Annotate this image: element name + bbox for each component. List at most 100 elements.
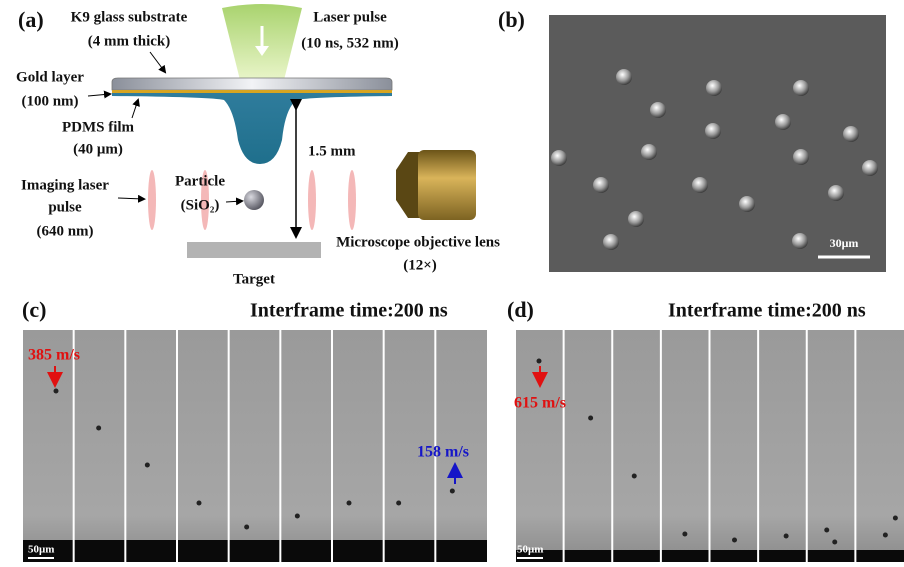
imaging-pulse (308, 170, 316, 230)
microsphere (739, 196, 755, 212)
particle-dot (784, 534, 789, 539)
frame (22, 330, 74, 562)
substrate-thickness: (4 mm thick) (88, 33, 171, 49)
panel-label: (a) (18, 7, 44, 32)
frame (807, 330, 856, 562)
gold-thickness: (100 nm) (21, 93, 78, 109)
panel-label: (c) (22, 297, 46, 322)
frame (855, 330, 904, 562)
particle-dot (537, 359, 542, 364)
laser-name: Laser pulse (313, 9, 387, 25)
microsphere (705, 123, 721, 139)
particle (244, 190, 264, 210)
glass-substrate (112, 78, 392, 90)
particle-dot (54, 389, 59, 394)
particle-dot (450, 489, 455, 494)
particle-dot (632, 474, 637, 479)
microsphere (775, 114, 791, 130)
frame-shadow (710, 550, 759, 562)
frame-shadow (758, 550, 807, 562)
particle-dot (197, 501, 202, 506)
frame (612, 330, 661, 562)
panel-label: (b) (498, 7, 525, 32)
frame (758, 330, 807, 562)
frame-shadow (661, 550, 710, 562)
panel-c: (c) Interframe time:200 ns (22, 297, 487, 562)
frame-shadow (74, 540, 126, 562)
panel-a: (a) K9 glass substrate (4 mm thick) Lase… (16, 4, 500, 287)
objective-magnification: (12×) (403, 257, 437, 273)
frame (564, 330, 613, 562)
microsphere (551, 150, 567, 166)
frame-shadow (384, 540, 436, 562)
gold-layer (112, 90, 392, 93)
objective-lens (396, 150, 476, 220)
frame (332, 330, 384, 562)
scale-bar-label: 50μm (28, 544, 54, 556)
frame (515, 330, 564, 562)
figure: (a) K9 glass substrate (4 mm thick) Lase… (0, 0, 904, 567)
imaging-line2: pulse (48, 199, 82, 215)
particle-dot (883, 533, 888, 538)
frame (661, 330, 710, 562)
frame-shadow (564, 550, 613, 562)
particle-dot (682, 532, 687, 537)
microsphere (862, 160, 878, 176)
microsphere (793, 80, 809, 96)
target-label: Target (233, 271, 275, 287)
frame-shadow (177, 540, 229, 562)
speed-in-label: 385 m/s (28, 347, 80, 364)
frame-shadow (332, 540, 384, 562)
speed-in-label: 615 m/s (514, 395, 566, 412)
target (187, 242, 321, 258)
frame-shadow (125, 540, 177, 562)
microsphere (692, 177, 708, 193)
particle-dot (295, 514, 300, 519)
panel-label: (d) (507, 297, 534, 322)
particle-dot (145, 463, 150, 468)
particle-dot (244, 525, 249, 530)
microsphere (616, 69, 632, 85)
objective-name: Microscope objective lens (336, 234, 500, 250)
microsphere (793, 149, 809, 165)
frame (125, 330, 177, 562)
particle-name: Particle (175, 173, 225, 189)
imaging-pulse (148, 170, 156, 230)
imaging-spec: (640 nm) (36, 223, 93, 239)
speed-out-label: 158 m/s (417, 444, 469, 461)
microsphere (593, 177, 609, 193)
microsphere (641, 144, 657, 160)
panel-b: (b) 30μm (498, 7, 886, 272)
microsphere (706, 80, 722, 96)
gap-label: 1.5 mm (308, 143, 356, 159)
particle-dot (396, 501, 401, 506)
imaging-line1: Imaging laser (21, 177, 109, 193)
particle-dot (96, 426, 101, 431)
particle-dot (588, 416, 593, 421)
frame-shadow (855, 550, 904, 562)
frame (710, 330, 759, 562)
particle-dot (347, 501, 352, 506)
panel-title: Interframe time:200 ns (250, 300, 448, 322)
scale-bar-label: 30μm (830, 236, 859, 250)
microsphere (843, 126, 859, 142)
microsphere (828, 185, 844, 201)
frame (74, 330, 126, 562)
microsphere (603, 234, 619, 250)
laser-spec: (10 ns, 532 nm) (301, 35, 399, 51)
particle-dot (832, 540, 837, 545)
substrate-name: K9 glass substrate (71, 9, 188, 25)
pdms-thickness: (40 μm) (73, 141, 123, 157)
frame (177, 330, 229, 562)
frame (280, 330, 332, 562)
particle-dot (893, 516, 898, 521)
scale-bar-label: 50μm (517, 544, 543, 556)
particle-material: (SiO₂) (181, 197, 220, 213)
frame-shadow (229, 540, 281, 562)
microsphere (792, 233, 808, 249)
frame-shadow (435, 540, 487, 562)
frame (229, 330, 281, 562)
microsphere (628, 211, 644, 227)
pdms-name: PDMS film (62, 119, 135, 135)
frame-shadow (280, 540, 332, 562)
